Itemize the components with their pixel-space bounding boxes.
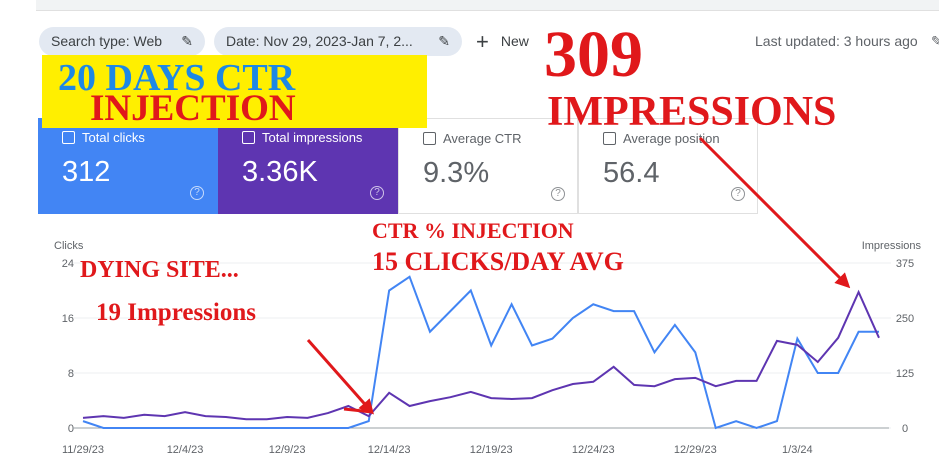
y2-tick-label: 375 [896,258,914,270]
x-tick-label: 12/4/23 [167,444,204,456]
card-label: Average CTR [443,131,522,146]
metric-card[interactable]: Average CTR 9.3%? [398,118,578,214]
checkbox[interactable] [242,131,255,144]
plus-icon: + [476,29,489,55]
card-value: 312 [62,156,111,188]
metric-card[interactable]: Total clicks 312? [38,118,218,214]
new-button[interactable]: + New [476,28,529,55]
last-updated: Last updated: 3 hours ago [755,33,918,49]
help-icon[interactable]: ? [551,187,565,201]
x-tick-label: 12/24/23 [572,444,615,456]
y-tick-label: 24 [62,258,74,270]
annotation-box [42,55,427,128]
plot-area: 0 8 16 24 0 125 250 375 11/29/23 12/4/23 12/9/23 12… [62,258,914,456]
annotation: 309 [544,18,643,91]
top-bar [36,0,939,11]
checkbox[interactable] [62,131,75,144]
x-tick-label: 12/29/23 [674,444,717,456]
checkbox[interactable] [603,132,616,145]
annotation: IMPRESSIONS [547,89,837,135]
card-value: 3.36K [242,156,318,188]
series-line [82,289,880,421]
help-icon[interactable]: ? [370,186,384,200]
annotation: DYING SITE... [80,257,239,283]
y2-tick-label: 125 [896,368,914,380]
x-tick-label: 12/14/23 [368,444,411,456]
metric-card[interactable]: Total impressions 3.36K? [218,118,398,214]
filter-chip[interactable]: Date: Nov 29, 2023-Jan 7, 2... ✎ [214,27,462,56]
y-axis-title: Clicks [54,240,84,252]
annotation: INJECTION [90,88,296,129]
edit-icon: ✎ [181,33,193,49]
chip-label: Search type: Web [51,33,163,49]
x-tick-label: 1/3/24 [782,444,813,456]
menu-icon[interactable]: ✎ [931,33,939,49]
card-value: 56.4 [603,157,660,189]
checkbox[interactable] [423,132,436,145]
x-tick-label: 11/29/23 [62,444,104,456]
edit-icon: ✎ [438,33,450,49]
annotation: 19 Impressions [96,299,256,326]
y2-axis-title: Impressions [862,240,922,252]
y-tick-label: 16 [62,313,74,325]
filter-chip[interactable]: Search type: Web ✎ [39,27,205,56]
card-label: Total clicks [82,130,145,145]
series-line [82,275,879,430]
annotation: 20 DAYS CTR [58,57,296,99]
x-tick-label: 12/9/23 [269,444,306,456]
help-icon[interactable]: ? [190,186,204,200]
annotation: 15 CLICKS/DAY AVG [372,247,624,276]
y-tick-label: 8 [68,368,74,380]
x-tick-label: 12/19/23 [470,444,513,456]
card-value: 9.3% [423,157,490,189]
y2-tick-label: 0 [902,423,908,435]
y-tick-label: 0 [68,423,74,435]
y2-tick-label: 250 [896,313,914,325]
chip-label: Date: Nov 29, 2023-Jan 7, 2... [226,33,413,49]
card-label: Average position [623,131,720,146]
new-label: New [500,33,529,49]
card-label: Total impressions [262,130,363,145]
annotation: CTR % INJECTION [372,218,574,243]
